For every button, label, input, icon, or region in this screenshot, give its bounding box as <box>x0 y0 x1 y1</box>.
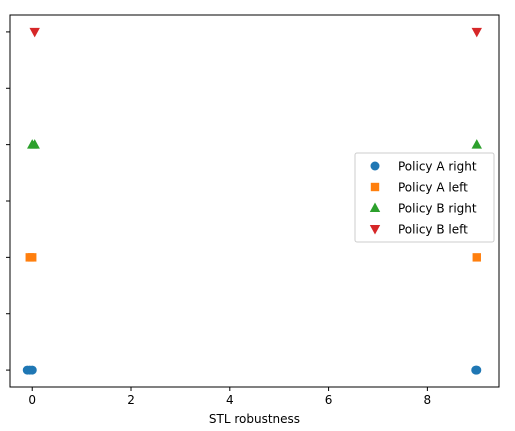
legend-marker-0 <box>370 161 380 171</box>
data-point-series-3-1 <box>471 27 482 38</box>
x-tick-label: 0 <box>28 393 36 407</box>
legend-marker-1 <box>370 182 380 192</box>
legend: Policy A right Policy A left Policy B righ… <box>354 152 495 243</box>
data-point-series-1-2 <box>472 253 481 262</box>
data-point-series-3-0 <box>29 27 40 38</box>
legend-label-1: Policy A left <box>398 181 468 195</box>
legend-marker-3 <box>369 225 381 235</box>
x-axis-ticks: 0 2 4 6 8 <box>28 387 431 407</box>
data-point-series-0-4 <box>472 365 482 375</box>
data-point-series-2-2 <box>471 139 482 149</box>
legend-label-3: Policy B left <box>398 223 468 237</box>
x-axis-label: STL robustness <box>209 412 300 426</box>
data-point-series-1-1 <box>28 253 37 262</box>
data-point-series-2-1 <box>29 139 40 149</box>
plot-marks <box>22 27 482 375</box>
legend-marker-2 <box>369 202 381 212</box>
x-tick-label: 4 <box>226 393 234 407</box>
x-tick-label: 2 <box>127 393 135 407</box>
legend-label-2: Policy B right <box>398 202 477 216</box>
legend-box <box>354 152 495 243</box>
data-point-series-0-2 <box>27 365 37 375</box>
x-tick-label: 6 <box>325 393 333 407</box>
legend-label-0: Policy A right <box>398 160 477 174</box>
y-axis-ticks <box>6 31 10 371</box>
x-tick-label: 8 <box>424 393 432 407</box>
